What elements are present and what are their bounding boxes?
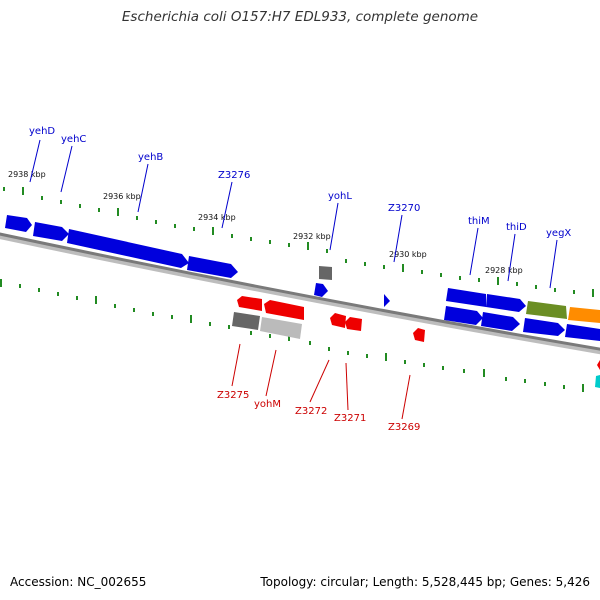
lower-tick-scale bbox=[0, 279, 584, 392]
gene-label: Z3271 bbox=[334, 413, 366, 424]
gene-arrow bbox=[481, 312, 520, 331]
gene-label: yohL bbox=[328, 191, 352, 202]
gene-arrow bbox=[444, 306, 483, 325]
gene-arrow bbox=[260, 317, 302, 339]
gene-arrow bbox=[264, 300, 304, 320]
gene-arrow bbox=[187, 256, 238, 278]
gene-arrow bbox=[319, 266, 332, 280]
gene-arrow bbox=[330, 313, 346, 328]
gene-label: Z3269 bbox=[388, 422, 420, 433]
gene-arrow bbox=[568, 307, 600, 323]
upper-tick-scale bbox=[3, 187, 594, 297]
gene-label: yehB bbox=[138, 152, 163, 163]
reverse-label-lines bbox=[231, 343, 411, 420]
gene-label: yohM bbox=[254, 399, 281, 410]
gene-arrow bbox=[446, 288, 486, 307]
gene-arrow bbox=[595, 375, 600, 388]
gene-arrow bbox=[67, 229, 189, 268]
gene-arrow bbox=[5, 215, 32, 232]
map-title: Escherichia coli O157:H7 EDL933, complet… bbox=[121, 9, 479, 25]
gene-arrow bbox=[237, 296, 262, 311]
gene-arrow bbox=[33, 222, 69, 241]
gene-label: Z3270 bbox=[388, 203, 420, 214]
gene-arrow bbox=[565, 324, 600, 341]
backbone bbox=[0, 232, 600, 351]
backbone-shadow bbox=[0, 232, 600, 355]
gene-label: yegX bbox=[546, 228, 571, 239]
forward-strand-genes bbox=[5, 215, 600, 341]
kbp-label: 2928 kbp bbox=[485, 266, 523, 275]
gene-label: Z3276 bbox=[218, 170, 250, 181]
forward-label-lines bbox=[29, 139, 558, 289]
gene-arrow bbox=[526, 301, 567, 319]
gene-label: yehC bbox=[61, 134, 86, 145]
genome-stats: Topology: circular; Length: 5,528,445 bp… bbox=[260, 575, 590, 589]
kbp-label: 2932 kbp bbox=[293, 232, 331, 241]
gene-arrow bbox=[523, 318, 565, 336]
gene-label: thiD bbox=[506, 222, 527, 233]
gene-arrow bbox=[314, 283, 328, 297]
gene-arrow bbox=[597, 360, 600, 370]
kbp-label: 2934 kbp bbox=[198, 213, 236, 222]
gene-arrow bbox=[345, 317, 362, 331]
accession-label: Accession: NC_002655 bbox=[10, 575, 147, 589]
gene-arrow bbox=[232, 312, 260, 330]
gene-label: Z3275 bbox=[217, 390, 249, 401]
gene-label: thiM bbox=[468, 216, 490, 227]
kbp-label: 2930 kbp bbox=[389, 250, 427, 259]
gene-arrow bbox=[384, 294, 390, 307]
reverse-strand-genes bbox=[232, 296, 600, 388]
gene-label: yehD bbox=[29, 126, 55, 137]
gene-arrow bbox=[486, 294, 526, 312]
gene-label: Z3272 bbox=[295, 406, 327, 417]
gene-arrow bbox=[413, 328, 425, 342]
kbp-label: 2936 kbp bbox=[103, 192, 141, 201]
kbp-label: 2938 kbp bbox=[8, 170, 46, 179]
